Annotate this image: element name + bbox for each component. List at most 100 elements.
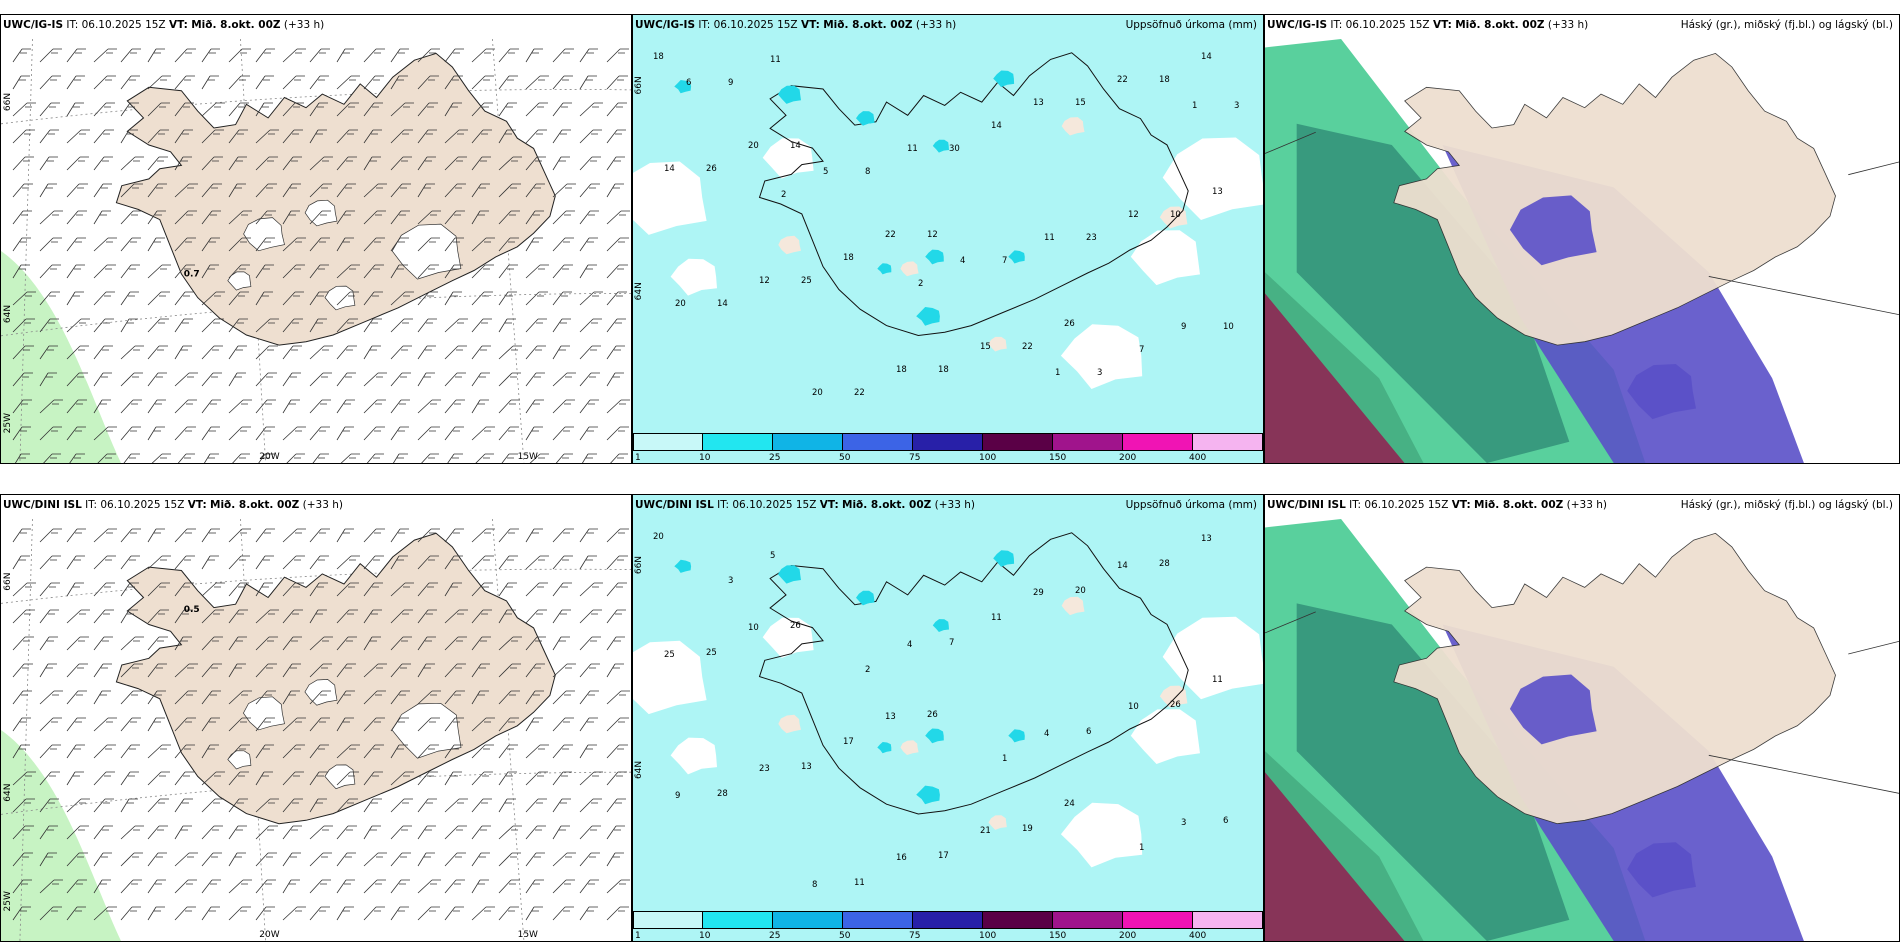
colorbar-cell [983, 911, 1053, 929]
land-patch [900, 261, 919, 277]
precip-title: Uppsöfnuð úrkoma (mm) [1125, 19, 1257, 31]
precip-value: 1 [1192, 101, 1197, 111]
precip-value: 4 [907, 640, 912, 650]
colorbar-cell [1193, 911, 1263, 929]
dry-area [762, 138, 814, 179]
precip-value: 24 [1064, 799, 1075, 809]
colorbar-cell [843, 911, 913, 929]
precip-value: 19 [1022, 824, 1033, 834]
lon-label-left: 25W [3, 891, 13, 911]
precip-value: 14 [991, 121, 1002, 131]
glacier [227, 750, 252, 770]
precip-blob [932, 139, 949, 153]
precip-value: 15 [1075, 98, 1086, 108]
iceland-land [115, 52, 556, 346]
precip-value: 11 [854, 878, 865, 888]
lat-label-mid: 64N [3, 784, 13, 802]
lat-label-mid: 64N [634, 282, 644, 300]
colorbar-cell [1053, 433, 1123, 451]
land-patch [778, 714, 801, 734]
precip-value: 8 [812, 880, 817, 890]
precip-value: 26 [927, 710, 938, 720]
wind-panel-bottom: UWC/DINI ISL IT: 06.10.2025 15Z VT: Mið.… [0, 494, 632, 942]
precip-blob [916, 307, 940, 326]
precip-value: 11 [1044, 233, 1055, 243]
precip-blob [916, 785, 940, 805]
precip-value: 22 [854, 388, 865, 398]
precip-value: 21 [980, 826, 991, 836]
precip-value: 5 [770, 551, 775, 561]
precip-value: 7 [1139, 345, 1144, 355]
precip-blob [777, 85, 801, 104]
precip-value: 9 [728, 78, 733, 88]
precip-value: 2 [918, 279, 923, 289]
colorbar-tick: 25 [769, 931, 781, 941]
precip-value: 2 [781, 190, 786, 200]
precip-value: 20 [1075, 586, 1086, 596]
colorbar-tick: 75 [909, 931, 921, 941]
precip-blob [1008, 729, 1025, 743]
colorbar-cell [913, 433, 983, 451]
colorbar-tick: 50 [839, 931, 851, 941]
cloud-over-land [1509, 195, 1597, 266]
land-patch [1159, 685, 1188, 708]
graticule [1265, 611, 1899, 794]
precip-value: 3 [1097, 368, 1102, 378]
precip-value: 1 [1139, 843, 1144, 853]
precip-value: 22 [1117, 75, 1128, 85]
precip-map: 1814122614202222182618152214251815131218… [633, 39, 1263, 435]
wind-map: 0.7 66N 64N 25W 20W 15W [1, 39, 631, 463]
colorbar-tick: 75 [909, 453, 921, 463]
colorbar-tick: 50 [839, 453, 851, 463]
wind-barbs [12, 528, 630, 921]
colorbar-cell [1123, 911, 1193, 929]
precip-value: 29 [1033, 588, 1044, 598]
precip-blob [777, 565, 801, 584]
precip-value: 2 [865, 665, 870, 675]
glacier [227, 271, 252, 291]
precip-value: 14 [1117, 561, 1128, 571]
precip-value: 3 [1181, 818, 1186, 828]
precip-value: 28 [1159, 559, 1170, 569]
cloud-over-land [1627, 364, 1696, 420]
lat-label-top: 66N [3, 93, 13, 111]
colorbar-cell [633, 433, 703, 451]
wind-panel-top: UWC/IG-IS IT: 06.10.2025 15Z VT: Mið. 8.… [0, 14, 632, 464]
iceland-land [1393, 52, 1836, 346]
glacier [324, 764, 356, 790]
panel-title: UWC/DINI ISL IT: 06.10.2025 15Z VT: Mið.… [635, 499, 975, 511]
mid-cloud-dark [1296, 603, 1570, 941]
lon-label-right: 15W [518, 452, 538, 462]
colorbar-cell [1053, 911, 1123, 929]
precip-value: 18 [896, 365, 907, 375]
precip-value: 18 [653, 52, 664, 62]
precip-value: 12 [927, 230, 938, 240]
precip-map: 2026262413101319282517211425131720112316… [633, 519, 1263, 913]
colorbar-tick: 400 [1189, 931, 1207, 941]
precip-value: 25 [801, 276, 812, 286]
lon-label-right: 15W [518, 930, 538, 940]
colorbar-tick: 400 [1189, 453, 1207, 463]
precip-shading [1, 251, 121, 463]
precip-blob [1008, 250, 1025, 264]
land-patch [778, 235, 801, 255]
precip-value: 14 [790, 141, 801, 151]
precip-value: 6 [1223, 816, 1228, 826]
colorbar-tick: 10 [699, 931, 711, 941]
cloud-map [1265, 39, 1899, 463]
precip-blob [925, 728, 944, 744]
precip-value: 14 [664, 164, 675, 174]
land-patch [900, 740, 919, 755]
precip-value: 18 [1159, 75, 1170, 85]
precip-value: 26 [1064, 319, 1075, 329]
precip-value: 8 [865, 167, 870, 177]
dry-area [633, 640, 707, 715]
precip-value: 25 [706, 648, 717, 658]
colorbar-tick: 100 [979, 453, 997, 463]
glacier [242, 696, 285, 731]
colorbar-tick: 200 [1119, 931, 1137, 941]
panel-title: UWC/IG-IS IT: 06.10.2025 15Z VT: Mið. 8.… [635, 19, 957, 31]
precip-value: 22 [1022, 342, 1033, 352]
precip-value: 6 [686, 78, 691, 88]
graticule [1265, 131, 1899, 315]
